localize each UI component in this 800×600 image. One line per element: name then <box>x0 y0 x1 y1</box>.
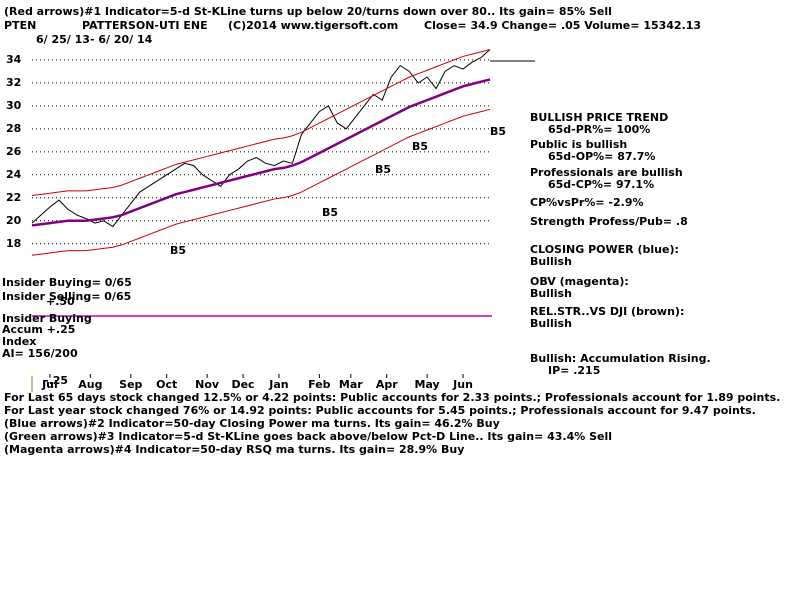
x-tick-label: Dec <box>231 378 254 391</box>
annotation: B5 <box>375 163 391 176</box>
annotation: REL.STR..VS DJI (brown): <box>530 305 684 318</box>
annotation: For Last year stock changed 76% or 14.92… <box>4 404 756 417</box>
x-tick-label: Nov <box>195 378 220 391</box>
y-tick-label: 20 <box>6 214 22 227</box>
annotation: Professionals are bullish <box>530 166 683 179</box>
annotation: Accum +.25 <box>2 323 75 336</box>
annotation: (Red arrows)#1 Indicator=5-d St-KLine tu… <box>4 5 612 18</box>
annotation: Close= 34.9 Change= .05 Volume= 15342.13 <box>424 19 701 32</box>
series-line <box>31 49 491 228</box>
x-tick-label: Jul <box>41 378 58 391</box>
annotation: OBV (magenta): <box>530 275 629 288</box>
annotation: CP%vsPr%= -2.9% <box>530 196 644 209</box>
y-tick-label: 22 <box>6 191 21 204</box>
annotation: Index <box>2 335 36 348</box>
annotation: Insider Selling= 0/65 <box>2 290 131 303</box>
y-tick-label: 28 <box>6 122 21 135</box>
x-tick-label: Sep <box>119 378 142 391</box>
annotation: Bullish: Accumulation Rising. <box>530 352 711 365</box>
series-line <box>31 78 491 227</box>
y-tick-label: 30 <box>6 99 22 112</box>
annotation: IP= .215 <box>548 364 600 377</box>
annotation: 65d-OP%= 87.7% <box>548 150 655 163</box>
annotation: -.25 <box>44 374 68 387</box>
annotation: (C)2014 www.tigersoft.com <box>228 19 398 32</box>
annotation: Insider Buying <box>2 312 92 325</box>
annotation: AI= 156/200 <box>2 347 78 360</box>
annotation: Insider Buying= 0/65 <box>2 276 132 289</box>
annotation: PTEN <box>4 19 36 32</box>
y-tick-label: 32 <box>6 76 21 89</box>
annotation: (Green arrows)#3 Indicator=5-d St-KLine … <box>4 430 612 443</box>
x-tick-label: Aug <box>78 378 102 391</box>
x-tick-label: Feb <box>308 378 331 391</box>
x-tick-label: Oct <box>156 378 177 391</box>
annotation: PATTERSON-UTI ENE <box>82 19 208 32</box>
annotation: For Last 65 days stock changed 12.5% or … <box>4 391 780 404</box>
y-tick-label: 24 <box>6 168 22 181</box>
annotation: Bullish <box>530 255 572 268</box>
annotation: Bullish <box>530 287 572 300</box>
y-tick-label: 34 <box>6 53 22 66</box>
x-tick-label: Jan <box>268 378 288 391</box>
annotation: 65d-CP%= 97.1% <box>548 178 654 191</box>
annotation: 65d-PR%= 100% <box>548 123 650 136</box>
annotation: Public is bullish <box>530 138 627 151</box>
annotation: B5 <box>170 244 186 257</box>
y-tick-label: 26 <box>6 145 22 158</box>
annotation: Bullish <box>530 317 572 330</box>
annotation: (Blue arrows)#2 Indicator=50-day Closing… <box>4 417 500 430</box>
annotation: B5 <box>490 125 506 138</box>
y-tick-label: 18 <box>6 237 21 250</box>
annotation: +.50 <box>46 295 75 308</box>
series-line <box>31 108 491 256</box>
x-tick-label: Mar <box>339 378 363 391</box>
x-tick-label: May <box>415 378 440 391</box>
x-tick-label: Jun <box>452 378 473 391</box>
series-line <box>31 49 491 196</box>
annotation: CLOSING POWER (blue): <box>530 243 679 256</box>
annotation: 6/ 25/ 13- 6/ 20/ 14 <box>36 33 153 46</box>
annotation: B5 <box>322 206 338 219</box>
annotation: Strength Profess/Pub= .8 <box>530 215 688 228</box>
annotation: BULLISH PRICE TREND <box>530 111 668 124</box>
annotation: (Magenta arrows)#4 Indicator=50-day RSQ … <box>4 443 464 456</box>
x-tick-label: Apr <box>376 378 398 391</box>
annotation: B5 <box>412 140 428 153</box>
